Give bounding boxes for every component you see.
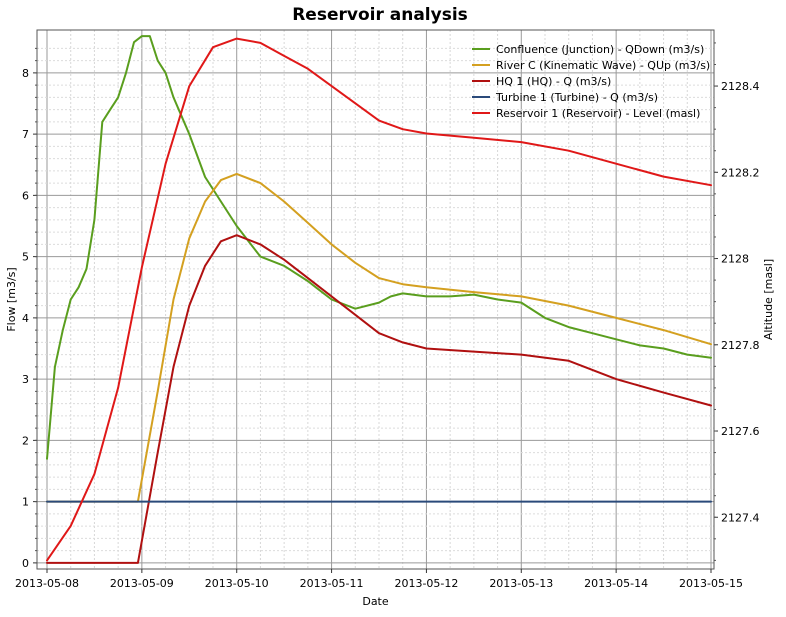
y-right-tick-label: 2127.4 [721, 511, 760, 524]
series-lines [46, 35, 712, 564]
x-tick-label: 2013-05-09 [110, 577, 174, 590]
legend-entry: Turbine 1 (Turbine) - Q (m3/s) [495, 91, 658, 104]
plot-area [36, 29, 715, 570]
y-right-tick-label: 2128.2 [721, 166, 760, 179]
series-line-3 [46, 234, 712, 564]
x-tick-label: 2013-05-08 [15, 577, 79, 590]
y-axis-right-label: Altitude [masl] [762, 259, 775, 340]
y-left-tick-label: 6 [22, 189, 29, 202]
y-right-tick-label: 2127.6 [721, 425, 760, 438]
x-axis-label: Date [362, 595, 389, 608]
series-line-1 [46, 35, 712, 460]
legend-entry: Confluence (Junction) - QDown (m3/s) [496, 43, 704, 56]
series-line-5 [46, 37, 712, 562]
y-left-tick-label: 4 [22, 312, 29, 325]
x-tick-label: 2013-05-12 [394, 577, 458, 590]
y-right-tick-label: 2128.4 [721, 80, 760, 93]
y-left-tick-label: 2 [22, 434, 29, 447]
y-left-tick-label: 1 [22, 496, 29, 509]
x-tick-label: 2013-05-13 [489, 577, 553, 590]
legend-entry: Reservoir 1 (Reservoir) - Level (masl) [496, 107, 700, 120]
y-left-tick-label: 5 [22, 251, 29, 264]
axis-ticks: 2013-05-08 2013-05-09 2013-05-10 2013-05-11… [15, 42, 760, 590]
x-tick-label: 2013-05-11 [300, 577, 364, 590]
x-tick-label: 2013-05-14 [584, 577, 648, 590]
legend-entry: River C (Kinematic Wave) - QUp (m3/s) [496, 59, 710, 72]
chart-title: Reservoir analysis [292, 5, 468, 25]
y-left-tick-label: 3 [22, 373, 29, 386]
legend: Confluence (Junction) - QDown (m3/s) Rive… [472, 43, 710, 120]
x-tick-label: 2013-05-15 [679, 577, 743, 590]
y-right-tick-label: 2127.8 [721, 339, 760, 352]
y-left-tick-label: 0 [22, 557, 29, 570]
y-left-tick-label: 8 [22, 67, 29, 80]
y-left-tick-label: 7 [22, 128, 29, 141]
x-tick-label: 2013-05-10 [205, 577, 269, 590]
y-axis-left-label: Flow [m3/s] [5, 267, 18, 331]
legend-entry: HQ 1 (HQ) - Q (m3/s) [496, 75, 611, 88]
series-line-2 [46, 172, 712, 503]
y-right-tick-label: 2128 [721, 253, 749, 266]
